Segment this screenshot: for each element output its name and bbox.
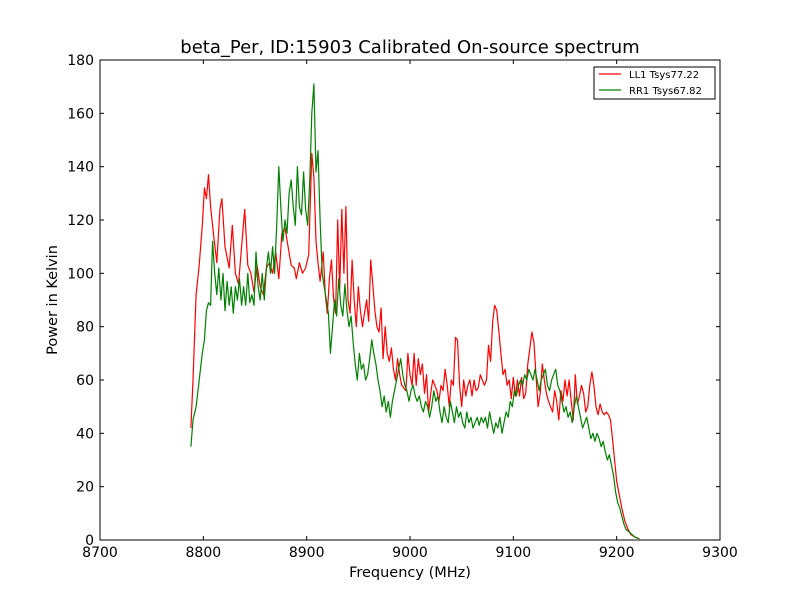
y-tick-label: 180 [67, 53, 94, 69]
series-line-ll1 [190, 152, 640, 540]
plot-area: 8700 8800 8900 9000 9100 9200 9300 0 20 40 60 80 100… [67, 53, 738, 561]
x-tick-label: 8700 [82, 545, 118, 561]
x-tick-label: 8800 [186, 545, 222, 561]
y-tick-label: 120 [67, 213, 94, 229]
y-tick-label: 140 [67, 160, 94, 176]
series-line-rr1 [190, 83, 640, 540]
legend: LL1 Tsys77.22 RR1 Tsys67.82 [593, 66, 716, 100]
y-axis-title: Power in Kelvin [45, 245, 61, 355]
tick-layer: 8700 8800 8900 9000 9100 9200 9300 0 20 40 60 80 100… [67, 53, 738, 561]
x-axis-title: Frequency (MHz) [349, 565, 471, 581]
y-tick-label: 60 [76, 373, 94, 389]
x-tick-label: 9200 [599, 545, 635, 561]
x-tick-label: 9300 [702, 545, 738, 561]
x-tick-label: 9100 [496, 545, 532, 561]
y-tick-label: 20 [76, 480, 94, 496]
y-tick-label: 0 [85, 533, 94, 549]
chart-title: beta_Per, ID:15903 Calibrated On-source … [180, 37, 639, 58]
legend-label-ll1: LL1 Tsys77.22 [629, 70, 699, 81]
series-layer [190, 83, 640, 540]
y-tick-label: 160 [67, 106, 94, 122]
legend-box [593, 66, 716, 100]
legend-label-rr1: RR1 Tsys67.82 [629, 86, 702, 97]
x-tick-label: 8900 [289, 545, 325, 561]
y-tick-label: 40 [76, 426, 94, 442]
y-tick-label: 100 [67, 266, 94, 282]
x-tick-label: 9000 [392, 545, 428, 561]
y-tick-label: 80 [76, 320, 94, 336]
